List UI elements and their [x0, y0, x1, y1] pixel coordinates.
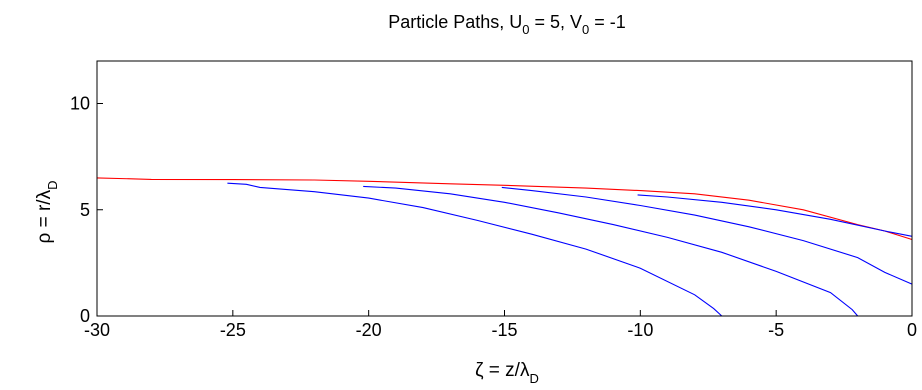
- particle-path-4: [637, 194, 913, 237]
- x-tick-label: 0: [907, 320, 917, 340]
- series-layer: [96, 177, 913, 317]
- x-tick-label: -25: [220, 320, 246, 340]
- chart-title: Particle Paths, U0 = 5, V0 = -1: [388, 12, 626, 37]
- plot-area-frame: [96, 60, 913, 317]
- y-tick-label: 0: [80, 306, 90, 326]
- x-tick-label: -20: [356, 320, 382, 340]
- y-tick-label: 10: [70, 94, 90, 114]
- x-axis-label: ζ = z/λD: [475, 360, 539, 386]
- particle-path-2: [363, 185, 859, 317]
- boundary-path-red: [96, 177, 913, 241]
- x-tick-label: -10: [627, 320, 653, 340]
- y-axis-label: ρ = r/λD: [34, 181, 60, 244]
- x-tick-label: -15: [491, 320, 517, 340]
- y-tick-label: 5: [80, 200, 90, 220]
- particle-path-1: [227, 182, 723, 317]
- x-tick-label: -30: [84, 320, 110, 340]
- x-tick-label: -5: [768, 320, 784, 340]
- particle-path-3: [501, 186, 913, 285]
- tick-layer: -30 -25 -20 -15 -10 -5 0 0 5 10: [70, 94, 917, 341]
